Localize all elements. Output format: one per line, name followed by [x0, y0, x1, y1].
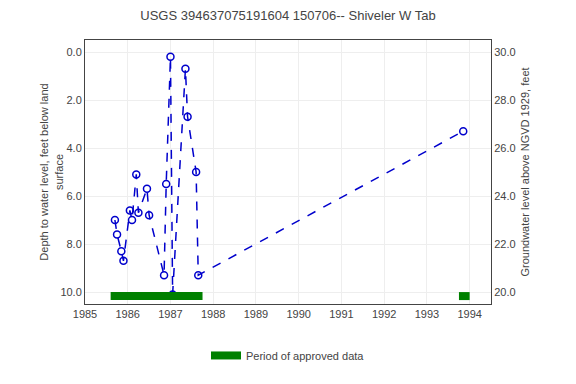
svg-text:28.0: 28.0: [494, 94, 515, 106]
svg-text:22.0: 22.0: [494, 238, 515, 250]
svg-text:USGS 394637075191604 150706--: USGS 394637075191604 150706-- Shiveler W…: [140, 8, 435, 23]
svg-text:Period of approved data: Period of approved data: [246, 350, 364, 362]
svg-text:24.0: 24.0: [494, 190, 515, 202]
svg-text:20.0: 20.0: [494, 286, 515, 298]
svg-text:2.0: 2.0: [67, 94, 82, 106]
svg-text:30.0: 30.0: [494, 46, 515, 58]
svg-text:8.0: 8.0: [67, 238, 82, 250]
svg-text:1993: 1993: [415, 308, 439, 320]
svg-text:Groundwater level above NGVD 1: Groundwater level above NGVD 1929, feet: [519, 67, 531, 276]
svg-text:1992: 1992: [372, 308, 396, 320]
svg-text:1985: 1985: [73, 308, 97, 320]
svg-text:4.0: 4.0: [67, 142, 82, 154]
svg-text:1994: 1994: [457, 308, 481, 320]
svg-text:1986: 1986: [115, 308, 139, 320]
svg-text:26.0: 26.0: [494, 142, 515, 154]
svg-text:1987: 1987: [158, 308, 182, 320]
svg-text:1988: 1988: [201, 308, 225, 320]
svg-text:0.0: 0.0: [67, 46, 82, 58]
svg-text:1989: 1989: [244, 308, 268, 320]
svg-text:1990: 1990: [286, 308, 310, 320]
svg-text:Depth to water level, feet bel: Depth to water level, feet below landsur…: [38, 83, 64, 260]
svg-text:1991: 1991: [329, 308, 353, 320]
svg-text:6.0: 6.0: [67, 190, 82, 202]
svg-text:10.0: 10.0: [60, 286, 81, 298]
